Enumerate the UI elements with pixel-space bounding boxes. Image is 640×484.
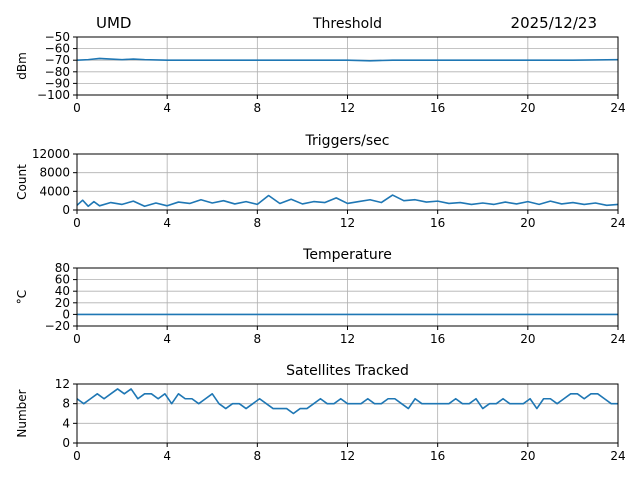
x-tick-label: 24: [610, 216, 625, 230]
y-axis-label: °C: [15, 290, 29, 304]
x-tick-label: 0: [73, 449, 81, 463]
y-tick-label: 0: [62, 436, 70, 450]
x-tick-label: 12: [340, 101, 355, 115]
y-tick-label: 0: [62, 203, 70, 217]
y-tick-label: 80: [55, 261, 70, 275]
x-tick-label: 12: [340, 332, 355, 346]
series-line: [76, 57, 619, 62]
x-tick-label: 4: [163, 101, 171, 115]
y-tick-label: 12: [55, 377, 70, 391]
y-tick-label: −50: [45, 30, 70, 44]
y-tick-label: −60: [45, 42, 70, 56]
x-tick-label: 8: [254, 449, 262, 463]
y-tick-label: 20: [55, 296, 70, 310]
y-tick-label: −70: [45, 53, 70, 67]
x-tick-label: 24: [610, 449, 625, 463]
x-tick-label: 12: [340, 216, 355, 230]
y-tick-label: 0: [62, 307, 70, 321]
x-tick-label: 12: [340, 449, 355, 463]
x-tick-label: 8: [254, 101, 262, 115]
x-tick-label: 24: [610, 332, 625, 346]
x-tick-label: 4: [163, 332, 171, 346]
x-tick-label: 20: [520, 101, 535, 115]
x-tick-label: 0: [73, 101, 81, 115]
y-tick-label: −20: [45, 319, 70, 333]
y-tick-label: 60: [55, 273, 70, 287]
site-label: UMD: [96, 14, 131, 32]
chart-title: Threshold: [312, 16, 382, 32]
chart-panel: 0 4 8 12 16 20 24 0 4 8 12 Satellites Tracked Number: [15, 363, 626, 463]
y-tick-label: 4: [62, 416, 70, 430]
x-tick-label: 4: [163, 216, 171, 230]
x-tick-label: 20: [520, 449, 535, 463]
y-tick-label: 8: [62, 397, 70, 411]
y-tick-label: −90: [45, 76, 70, 90]
chart-panel: 0 4 8 12 16 20 24 −100−90−80−70−60−50 Threshold d…: [15, 16, 626, 115]
x-tick-label: 4: [163, 449, 171, 463]
y-axis-label: dBm: [15, 52, 29, 80]
series-line: [76, 388, 618, 415]
x-tick-label: 16: [430, 332, 445, 346]
y-tick-label: −80: [45, 65, 70, 79]
y-tick-label: 12000: [32, 147, 70, 161]
x-tick-label: 20: [520, 332, 535, 346]
y-axis-label: Number: [15, 389, 29, 437]
y-tick-label: 40: [55, 284, 70, 298]
y-tick-label: 8000: [39, 166, 70, 180]
chart-panel: 0 4 8 12 16 20 24 0 4000 8000 12000 Triggers/sec Cou…: [15, 133, 626, 230]
x-tick-label: 24: [610, 101, 625, 115]
x-tick-label: 16: [430, 216, 445, 230]
series-line: [76, 194, 619, 208]
x-tick-label: 16: [430, 101, 445, 115]
x-tick-label: 20: [520, 216, 535, 230]
x-tick-label: 8: [254, 332, 262, 346]
y-axis-label: Count: [15, 164, 29, 200]
chart-title: Triggers/sec: [305, 133, 390, 149]
y-tick-label: −100: [37, 88, 70, 102]
x-tick-label: 16: [430, 449, 445, 463]
date-label: 2025/12/23: [511, 14, 597, 32]
x-tick-label: 0: [73, 216, 81, 230]
y-tick-label: 4000: [39, 184, 70, 198]
chart-title: Temperature: [302, 247, 392, 263]
x-tick-label: 8: [254, 216, 262, 230]
x-tick-label: 0: [73, 332, 81, 346]
chart-title: Satellites Tracked: [286, 363, 409, 379]
